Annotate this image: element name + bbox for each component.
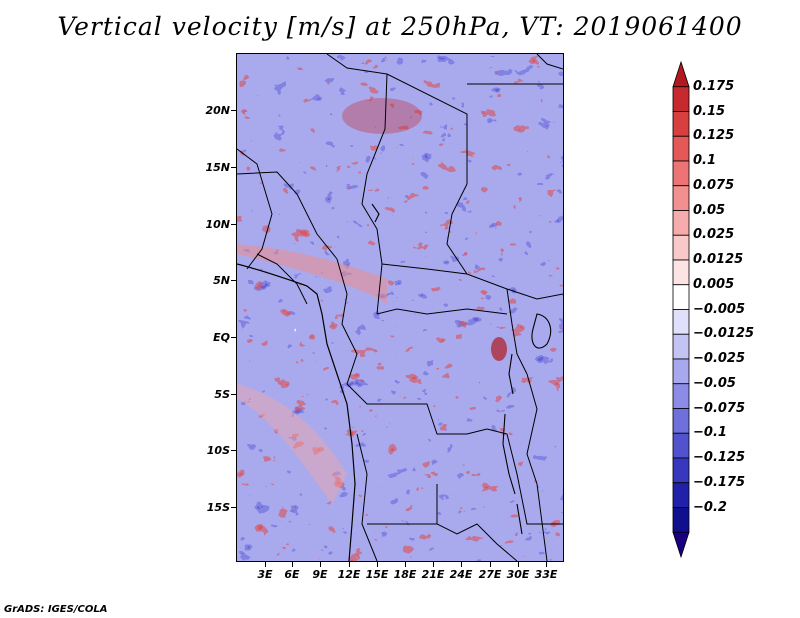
lon-label-18e: 18E: [393, 568, 417, 581]
lat-tick: [231, 110, 236, 111]
lon-label-15e: 15E: [365, 568, 389, 581]
colorbar-label: 0.1: [693, 153, 717, 168]
lat-label-20n: 20N: [205, 104, 230, 117]
colorbar-swatch: [672, 284, 690, 310]
lat-tick: [231, 224, 236, 225]
colorbar-label: 0.075: [693, 177, 735, 193]
lon-tick: [292, 562, 293, 567]
colorbar-swatch: [672, 135, 690, 162]
lon-tick: [349, 562, 350, 567]
lat-label-10n: 10N: [205, 218, 230, 231]
colorbar-swatch: [672, 111, 690, 137]
colorbar-swatch: [672, 408, 690, 434]
colorbar-label: −0.175: [693, 474, 746, 490]
lon-tick: [377, 562, 378, 567]
map-svg: [237, 54, 563, 561]
red-cell-east: [491, 337, 507, 361]
colorbar-label: 0.005: [693, 276, 735, 292]
colorbar-label: −0.005: [693, 301, 746, 317]
lon-tick: [546, 562, 547, 567]
lon-label-3e: 3E: [257, 568, 273, 581]
colorbar-label: 0.125: [693, 128, 735, 144]
lon-tick: [461, 562, 462, 567]
colorbar-swatch: [672, 333, 690, 360]
map-title: Vertical velocity [m/s] at 250hPa, VT: 2…: [57, 12, 743, 41]
lat-tick: [231, 280, 236, 281]
lon-tick: [518, 562, 519, 567]
colorbar-swatch: [672, 160, 690, 187]
atlantic-coastline: [237, 263, 356, 561]
colorbar-label: −0.025: [693, 351, 746, 366]
lat-tick: [231, 394, 236, 395]
lon-tick: [490, 562, 491, 567]
colorbar-swatch: [672, 457, 690, 484]
colorbar: [672, 60, 690, 559]
lat-label-10s: 10S: [206, 444, 230, 457]
field-neutral-white: [237, 54, 563, 561]
colorbar-label: 0.175: [693, 78, 735, 94]
colorbar-swatch: [672, 482, 690, 508]
lat-label-5s: 5S: [214, 388, 230, 401]
lat-label-5n: 5N: [213, 274, 230, 287]
colorbar-label: −0.2: [693, 499, 727, 515]
lon-label-6e: 6E: [284, 568, 300, 581]
colorbar-swatch: [672, 210, 690, 236]
country-borders: [237, 54, 563, 561]
colorbar-swatch: [672, 60, 690, 88]
colorbar-label: −0.125: [693, 450, 746, 465]
red-band-south: [237, 384, 347, 504]
colorbar-swatch: [672, 309, 690, 335]
lon-label-24e: 24E: [449, 568, 473, 581]
map-panel: [236, 53, 564, 562]
colorbar-swatch: [672, 432, 690, 459]
red-cell-north: [342, 98, 422, 134]
colorbar-swatch: [672, 86, 690, 112]
colorbar-swatch: [672, 531, 690, 559]
lon-label-30e: 30E: [506, 568, 530, 581]
red-band-5n: [237, 244, 387, 304]
great-lakes: [371, 203, 552, 535]
lon-tick: [405, 562, 406, 567]
lat-tick: [231, 337, 236, 338]
lon-label-9e: 9E: [312, 568, 328, 581]
colorbar-swatch: [672, 507, 690, 533]
lon-tick: [433, 562, 434, 567]
lon-tick: [320, 562, 321, 567]
lon-tick: [265, 562, 266, 567]
lat-tick: [231, 450, 236, 451]
lat-label-15n: 15N: [205, 161, 230, 174]
colorbar-swatch: [672, 185, 690, 211]
colorbar-swatch: [672, 234, 690, 261]
colorbar-label: 0.05: [693, 202, 726, 218]
colorbar-label: −0.075: [693, 400, 746, 416]
lat-label-eq: EQ: [213, 331, 230, 344]
lon-label-33e: 33E: [534, 568, 558, 581]
lat-label-15s: 15S: [206, 501, 230, 514]
colorbar-swatch: [672, 358, 690, 385]
lat-tick: [231, 167, 236, 168]
colorbar-label: 0.025: [693, 227, 735, 243]
lon-label-27e: 27E: [478, 568, 502, 581]
colorbar-label: −0.0125: [693, 326, 755, 342]
lon-label-12e: 12E: [337, 568, 361, 581]
colorbar-swatch: [672, 383, 690, 409]
lon-label-21e: 21E: [421, 568, 445, 581]
colorbar-label: 0.15: [693, 103, 726, 119]
colorbar-label: −0.05: [693, 375, 736, 391]
lat-tick: [231, 507, 236, 508]
colorbar-swatch: [672, 259, 690, 286]
colorbar-label: 0.0125: [693, 252, 744, 267]
colorbar-label: −0.1: [693, 425, 727, 441]
grads-credit: GrADS: IGES/COLA: [4, 604, 108, 615]
